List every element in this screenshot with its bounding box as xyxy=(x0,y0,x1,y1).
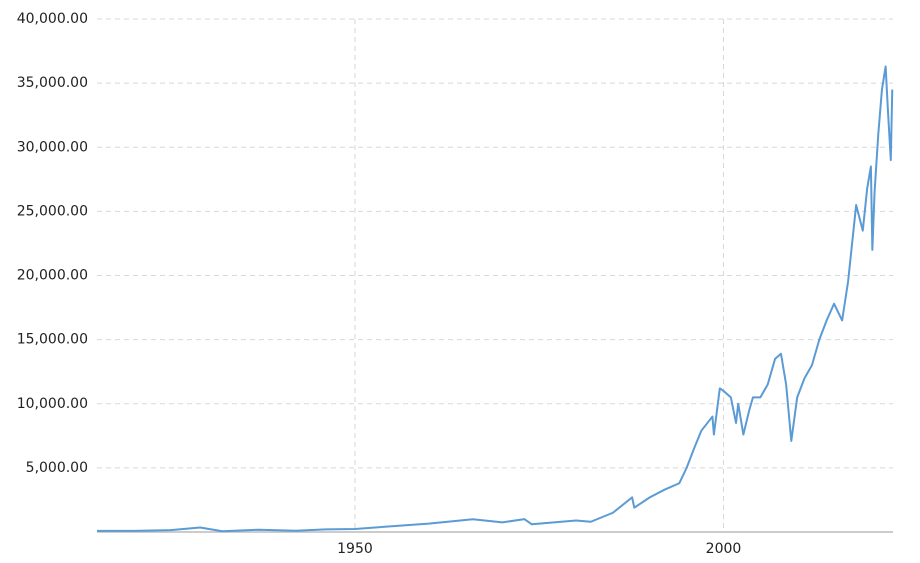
y-tick-label: 20,000.00 xyxy=(17,268,88,284)
y-tick-label: 15,000.00 xyxy=(17,332,88,348)
x-tick-label: 1950 xyxy=(337,541,373,557)
line-series xyxy=(97,65,894,533)
y-tick-label: 5,000.00 xyxy=(26,460,88,476)
x-tick-label: 2000 xyxy=(706,541,742,557)
y-tick-label: 10,000.00 xyxy=(17,396,88,412)
y-tick-label: 30,000.00 xyxy=(17,139,88,155)
y-tick-label: 25,000.00 xyxy=(17,203,88,219)
y-tick-label: 35,000.00 xyxy=(17,75,88,91)
y-tick-label: 40,000.00 xyxy=(17,11,88,27)
